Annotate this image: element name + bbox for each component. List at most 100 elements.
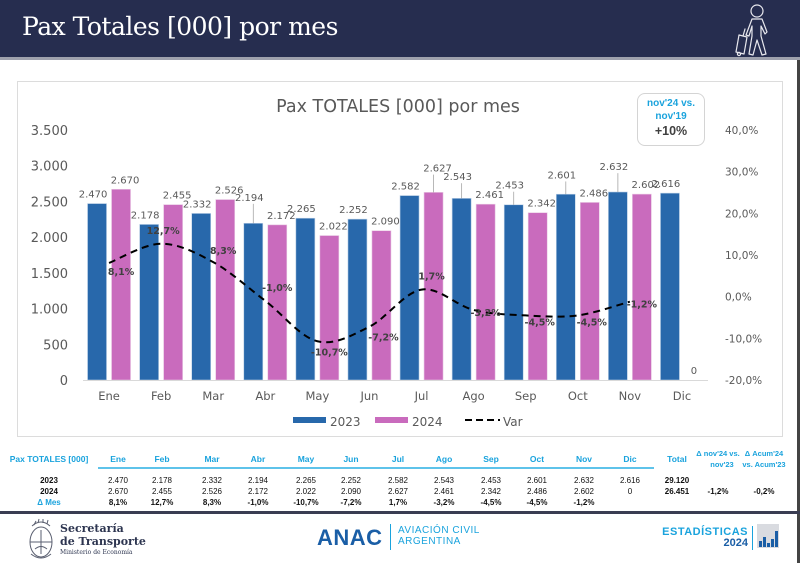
var-label: 8,1%: [108, 267, 135, 278]
x-tick-label: May: [305, 389, 329, 403]
bar-2023: [347, 218, 368, 381]
table-row-label: 2023: [40, 476, 58, 485]
kpi-label-line2: nov'19: [655, 111, 687, 122]
table-title: Pax TOTALES [000]: [9, 454, 89, 464]
table-cell: 2.670: [107, 487, 129, 496]
y2-tick-label: -10,0%: [725, 333, 762, 345]
table-header-delta-month: Δ nov'24 vs.: [696, 449, 740, 458]
var-line: [108, 242, 631, 344]
y-tick-label: 500: [43, 338, 68, 353]
table-cell-delta-acum: -0,2%: [753, 487, 775, 496]
table-row: 2024 2.670 2.455 2.526 2.172 2.022 2.090 2.627 2…: [0, 487, 800, 499]
estadisticas-label: ESTADÍSTICAS: [662, 526, 748, 538]
bar-label-2024: 2.461: [475, 190, 504, 201]
ministerio-label: Ministerio de Economía: [60, 549, 133, 556]
table-cell: -1,2%: [573, 498, 595, 507]
table-cell: 2.172: [247, 487, 269, 496]
table-row: 2023 2.470 2.178 2.332 2.194 2.265 2.252 2.582 2…: [0, 476, 800, 488]
table-cell: -4,5%: [480, 498, 502, 507]
bar-2024: [215, 199, 236, 381]
y-axis-right: -20,0% -10,0% 0,0% 10,0% 20,0% 30,0% 40,0%: [725, 125, 762, 387]
y-tick-label: 1.000: [31, 303, 68, 318]
table-header-month: Feb: [154, 454, 170, 464]
table-cell-total: 29.120: [664, 476, 690, 485]
bar-2023: [87, 203, 107, 381]
table-header-month: Jul: [391, 454, 405, 464]
bar-label-2024: 2.627: [423, 164, 452, 175]
table-cell: 8,3%: [202, 498, 222, 507]
bar-label-2024: 2.342: [527, 199, 556, 210]
table-header-month: May: [297, 454, 315, 464]
bar-2023: [243, 222, 264, 381]
bar-label-2023: 2.632: [600, 162, 629, 173]
bar-2024: [267, 224, 288, 381]
bar-2024: [423, 192, 444, 381]
bar-2023: [555, 193, 576, 381]
page-edge: [797, 60, 800, 563]
bar-label-2023: 2.178: [131, 210, 160, 221]
kpi-box: nov'24 vs. nov'19 +10%: [637, 93, 705, 146]
table-header-delta-acum: Δ Acum'24: [744, 449, 784, 458]
y-tick-label: 1.500: [31, 267, 68, 282]
estadisticas-year: 2024: [723, 537, 748, 549]
x-tick-label: Mar: [202, 389, 224, 403]
table-row-label: 2024: [40, 487, 58, 496]
table-header-rule: [98, 467, 654, 469]
bar-label-2024: 0: [691, 366, 697, 377]
table-cell: 2.332: [201, 476, 223, 485]
kpi-value: +10%: [654, 124, 688, 138]
var-label: -3,2%: [470, 308, 501, 319]
var-label: -10,7%: [311, 347, 348, 358]
table-row: Δ Mes 8,1% 12,7% 8,3% -1,0% -10,7% -7,2% 1,7% -3…: [0, 498, 800, 510]
y2-tick-label: 0,0%: [725, 292, 752, 304]
table-cell: 2.252: [340, 476, 362, 485]
table-header-month: Sep: [483, 454, 499, 464]
table-cell: -3,2%: [433, 498, 455, 507]
x-tick-label: Nov: [619, 389, 642, 403]
footer-rule: [0, 511, 800, 514]
table-cell: -4,5%: [526, 498, 548, 507]
bar-2023: [660, 192, 680, 381]
bar-2023: [191, 213, 212, 381]
table-cell: 2.194: [247, 476, 269, 485]
var-label: -1,0%: [262, 283, 293, 294]
y2-tick-label: 30,0%: [725, 167, 758, 179]
x-tick-label: Dic: [673, 389, 691, 403]
x-tick-label: Abr: [255, 389, 275, 403]
table-cell: 2.022: [295, 487, 317, 496]
table-row-label: Δ Mes: [37, 498, 61, 507]
bar-label-2023: 2.453: [495, 181, 524, 192]
table-header-month: Mar: [204, 454, 220, 464]
table-cell: 2.178: [151, 476, 173, 485]
table-header-delta-month-l2: nov'23: [710, 460, 734, 469]
anac-logo-text: ANAC: [317, 525, 383, 550]
y-tick-label: 0: [60, 374, 68, 389]
x-tick-label: Ago: [463, 389, 485, 403]
legend-swatch-2023: [293, 417, 326, 423]
bar-label-2024: 2.670: [111, 175, 140, 186]
bar-2024: [319, 235, 340, 381]
anac-subtitle-line2: ARGENTINA: [398, 536, 461, 547]
table-cell: 2.486: [526, 487, 548, 496]
footer: Secretaría de Transporte Ministerio de E…: [0, 514, 800, 563]
x-tick-label: Sep: [515, 389, 537, 403]
table-cell: 2.265: [295, 476, 317, 485]
var-label: 8,3%: [210, 246, 237, 257]
table-cell: 2.601: [526, 476, 548, 485]
y2-tick-label: 10,0%: [725, 250, 758, 262]
x-tick-label: Jul: [414, 389, 429, 403]
y-axis-left: 0 500 1.000 1.500 2.000 2.500 3.000 3.500: [31, 124, 68, 389]
table-header-row: Pax TOTALES [000] Ene Feb Mar Abr May Jun Jul Ag…: [0, 449, 800, 469]
bar-2024: [527, 212, 548, 381]
bar-2024: [579, 202, 600, 381]
bar-2023: [451, 198, 472, 381]
table-cell-total: 26.451: [664, 487, 690, 496]
anac-subtitle-line1: AVIACIÓN CIVIL: [398, 525, 480, 536]
bar-label-2023: 2.194: [235, 193, 264, 204]
bar-2023: [503, 204, 524, 381]
table-cell: 8,1%: [108, 498, 128, 507]
bar-label-2023: 2.252: [339, 205, 368, 216]
legend: 2023 2024 Var: [293, 415, 523, 429]
